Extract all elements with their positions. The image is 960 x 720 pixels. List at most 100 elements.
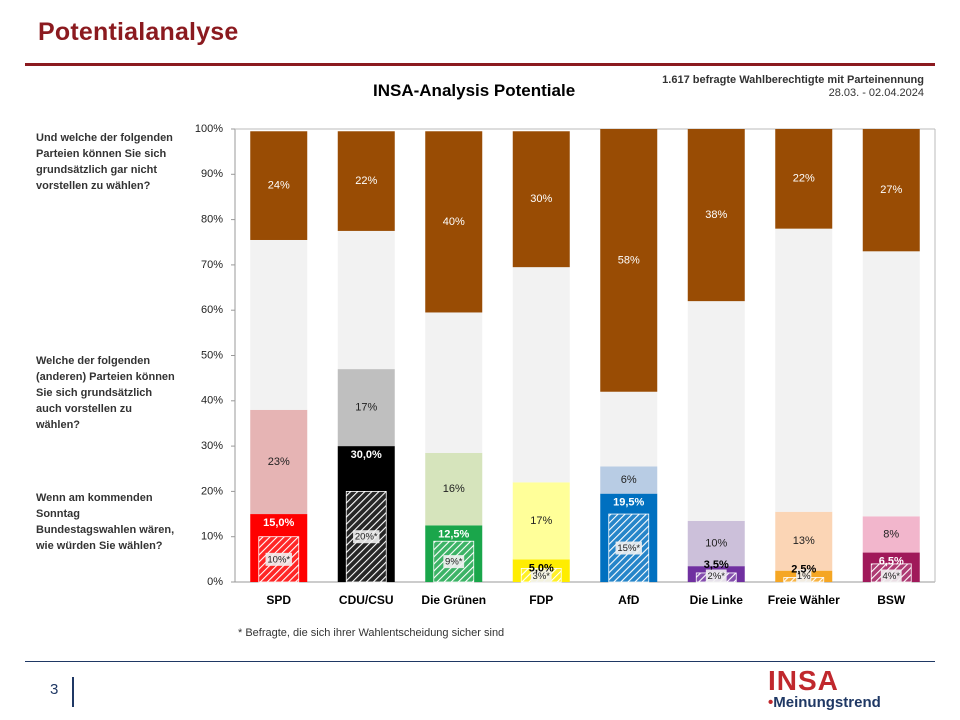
y-tick-label: 80%	[201, 214, 223, 226]
vote-label: 15,0%	[263, 517, 294, 529]
category-label: SPD	[266, 593, 291, 607]
bar-segment	[687, 129, 745, 302]
bar-segment	[600, 391, 658, 467]
y-tick-label: 60%	[201, 304, 223, 316]
title-divider	[25, 63, 935, 66]
bar-segment	[250, 409, 308, 515]
not-label: 38%	[705, 209, 727, 221]
bar-segment	[250, 239, 308, 410]
bar-segment	[600, 129, 658, 392]
not-label: 27%	[880, 184, 902, 196]
sure-voter-label: 2%*	[708, 571, 726, 582]
could-label: 23%	[268, 456, 290, 468]
y-tick-label: 90%	[201, 168, 223, 180]
bar-segment	[512, 267, 570, 483]
not-label: 30%	[530, 193, 552, 205]
bar-segment	[775, 228, 833, 512]
vote-label: 19,5%	[613, 497, 644, 509]
sure-voter-label-box	[443, 555, 465, 569]
y-tick-label: 100%	[195, 123, 223, 135]
y-tick-label: 30%	[201, 440, 223, 452]
y-tick-label: 50%	[201, 349, 223, 361]
bar-segment	[250, 131, 308, 240]
page-number-divider	[72, 677, 74, 707]
category-label: Die Grünen	[421, 593, 486, 607]
bar-segment	[337, 131, 395, 231]
chart-title: INSA-Analysis Potentiale	[373, 81, 576, 100]
not-label: 24%	[268, 180, 290, 192]
sure-voter-label: 9%*	[445, 557, 463, 568]
survey-period: 28.03. - 02.04.2024	[828, 87, 924, 99]
could-label: 6%	[621, 474, 637, 486]
bar-segment	[425, 131, 483, 313]
bar-segment	[425, 452, 483, 526]
vote-label: 3,5%	[704, 559, 729, 571]
logo-sub-label: Meinungstrend	[773, 694, 881, 711]
question-could-vote: Welche der folgenden (anderen) Parteien …	[36, 355, 175, 431]
category-label: AfD	[618, 593, 640, 607]
bar-segment	[775, 129, 833, 229]
question-would-vote: Wenn am kommenden Sonntag Bundestagswahl…	[36, 492, 175, 552]
page-title: Potentialanalyse	[38, 18, 239, 46]
vote-label: 6,5%	[879, 555, 904, 567]
category-label: Freie Wähler	[768, 593, 840, 607]
sure-voter-label-box	[796, 569, 812, 583]
sure-voter-label: 20%*	[355, 532, 378, 543]
bar-segment	[337, 369, 395, 447]
y-tick-label: 10%	[201, 531, 223, 543]
bar-segment	[862, 129, 920, 252]
sure-voter-label: 4%*	[883, 571, 901, 582]
bar-segment	[425, 312, 483, 453]
category-label: BSW	[877, 593, 906, 607]
logo-main-text: INSA	[768, 665, 839, 696]
could-label: 8%	[883, 528, 899, 540]
bar-segment	[512, 482, 570, 560]
logo-sub-text: •Meinungstrend	[768, 694, 881, 712]
logo-dot-icon: •	[768, 694, 774, 711]
could-label: 17%	[355, 402, 377, 414]
bar-segment	[337, 230, 395, 370]
bar-segment	[687, 520, 745, 567]
page-number: 3	[50, 681, 59, 698]
not-label: 22%	[355, 175, 377, 187]
could-label: 16%	[443, 483, 465, 495]
sure-voter-label: 10%*	[267, 554, 290, 565]
y-tick-label: 40%	[201, 395, 223, 407]
bar-segment	[600, 466, 658, 494]
footer-divider	[25, 661, 935, 662]
sure-voter-label-box	[615, 541, 642, 555]
bar-segment	[862, 251, 920, 517]
sure-voter-label-box	[880, 569, 902, 583]
could-label: 17%	[530, 515, 552, 527]
could-label: 10%	[705, 537, 727, 549]
sure-voter-label: 15%*	[617, 543, 640, 554]
sure-voter-label-box	[530, 569, 552, 583]
y-tick-label: 0%	[207, 576, 223, 588]
not-label: 58%	[618, 254, 640, 266]
y-tick-label: 20%	[201, 485, 223, 497]
bar-segment	[687, 301, 745, 521]
footnote: * Befragte, die sich ihrer Wahlentscheid…	[238, 627, 505, 639]
insa-logo: INSA •Meinungstrend	[768, 665, 928, 714]
could-label: 13%	[793, 535, 815, 547]
not-label: 22%	[793, 173, 815, 185]
potential-chart: 0% 10% 20% 30% 40% 50% 60% 70% 80% 90% 100% 10%* 15…	[195, 123, 936, 607]
not-label: 40%	[443, 216, 465, 228]
sure-voter-label: 1%	[797, 571, 811, 582]
sure-voter-label-box	[265, 552, 292, 566]
category-label: CDU/CSU	[339, 593, 394, 607]
sure-voter-label: 3%*	[533, 571, 551, 582]
sure-voter-label-box	[705, 569, 727, 583]
bar-segment	[862, 516, 920, 553]
bar-segment	[512, 131, 570, 268]
category-label: Die Linke	[690, 593, 744, 607]
sample-size: 1.617 befragte Wahlberechtigte mit Parte…	[662, 74, 924, 86]
vote-label: 12,5%	[438, 528, 469, 540]
vote-label: 2,5%	[791, 564, 816, 576]
bar-segment	[775, 511, 833, 571]
vote-label: 30,0%	[351, 449, 382, 461]
y-tick-label: 70%	[201, 259, 223, 271]
category-label: FDP	[529, 593, 553, 607]
sample-info: 1.617 befragte Wahlberechtigte mit Parte…	[662, 74, 924, 100]
sure-voter-label-box	[353, 530, 380, 544]
